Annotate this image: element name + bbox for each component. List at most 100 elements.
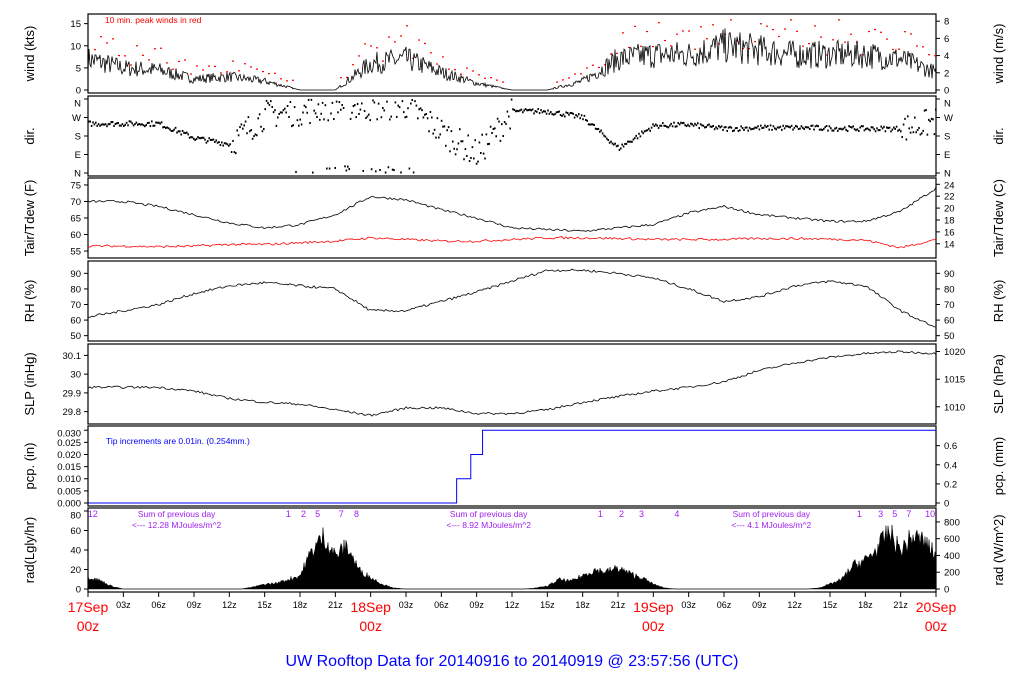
direction-point	[417, 117, 419, 120]
direction-point	[260, 125, 262, 128]
peak-marker	[280, 78, 282, 80]
direction-point	[761, 127, 763, 130]
direction-point	[783, 127, 786, 130]
direction-point	[748, 126, 751, 129]
y-tick-label: 15	[70, 19, 81, 30]
y-tick-label: W	[72, 113, 81, 124]
direction-point	[891, 128, 894, 131]
direction-point	[900, 130, 902, 133]
peak-marker	[556, 81, 558, 83]
peak-marker	[814, 25, 816, 27]
direction-point	[306, 111, 308, 114]
direction-point	[713, 128, 716, 131]
direction-point	[880, 125, 882, 128]
direction-point	[550, 111, 552, 114]
direction-point	[680, 121, 682, 124]
direction-point	[916, 128, 919, 131]
direction-point	[90, 124, 93, 127]
peak-marker	[226, 71, 228, 73]
direction-point	[176, 131, 178, 134]
direction-point	[425, 113, 427, 116]
direction-point	[202, 136, 205, 139]
direction-point	[215, 139, 217, 142]
direction-point	[545, 112, 548, 115]
direction-point	[929, 120, 931, 123]
y-tick-label-right: 24	[944, 181, 955, 192]
direction-point	[365, 117, 367, 120]
y-tick-label-right: 600	[944, 534, 960, 545]
direction-point	[592, 123, 594, 126]
direction-point	[324, 104, 327, 107]
direction-point	[328, 167, 331, 170]
direction-point	[457, 142, 460, 145]
peak-marker	[442, 56, 444, 58]
y-tick-label-right: N	[944, 169, 951, 180]
direction-point	[608, 141, 611, 144]
direction-point	[740, 125, 742, 128]
direction-point	[433, 128, 436, 131]
peak-marker	[574, 73, 576, 75]
direction-point	[646, 129, 649, 132]
peak-marker	[490, 77, 492, 79]
direction-point	[926, 133, 929, 136]
y-tick-label: 30.1	[63, 351, 82, 362]
direction-point	[803, 128, 805, 131]
direction-point	[209, 138, 212, 141]
direction-point	[158, 121, 160, 124]
direction-point	[890, 130, 892, 133]
hour-mark: 8	[354, 509, 359, 519]
direction-point	[645, 129, 647, 132]
peak-marker	[874, 28, 876, 31]
direction-point	[424, 113, 426, 116]
direction-point	[844, 126, 846, 129]
direction-point	[765, 126, 768, 129]
direction-point	[807, 126, 810, 129]
direction-point	[649, 129, 651, 132]
y-tick-label: 60	[70, 316, 81, 327]
direction-point	[877, 129, 880, 132]
direction-point	[716, 127, 719, 130]
panel-pcp: pcp. (in) pcp. (mm)0.0000.0050.0100.0150.…	[22, 425, 1006, 510]
direction-point	[502, 135, 504, 138]
y-tick-label-right: 1015	[944, 375, 965, 386]
direction-point	[293, 106, 296, 109]
direction-point	[145, 124, 147, 127]
hour-mark: 7	[339, 509, 344, 519]
y-axis-label-right: RH (%)	[991, 280, 1006, 323]
direction-point	[477, 160, 479, 163]
peak-marker	[460, 73, 462, 75]
direction-point	[228, 144, 230, 147]
peak-marker	[496, 79, 498, 81]
direction-point	[436, 117, 439, 120]
direction-point	[341, 104, 343, 107]
direction-point	[863, 129, 866, 132]
direction-point	[694, 122, 696, 125]
direction-point	[585, 118, 587, 121]
direction-point	[912, 131, 915, 134]
direction-point	[363, 110, 366, 113]
direction-point	[800, 125, 803, 128]
y-tick-label: 0.025	[57, 438, 81, 449]
peak-marker	[562, 79, 564, 81]
direction-point	[180, 133, 182, 136]
y-axis-label: RH (%)	[22, 280, 37, 323]
direction-point	[541, 111, 544, 114]
direction-point	[673, 121, 675, 124]
direction-point	[256, 134, 258, 137]
direction-point	[886, 126, 888, 129]
direction-point	[779, 125, 782, 128]
direction-point	[338, 101, 341, 104]
direction-point	[440, 119, 443, 122]
direction-point	[453, 147, 455, 150]
direction-point	[198, 137, 201, 140]
hour-mark: 1	[598, 509, 603, 519]
peak-marker	[790, 19, 792, 21]
y-tick-label-right: 14	[944, 239, 955, 250]
direction-point	[600, 129, 602, 132]
peak-marker	[448, 68, 450, 70]
hour-mark: 4	[674, 509, 679, 519]
direction-point	[265, 99, 268, 102]
y-tick-label: 0.015	[57, 462, 81, 473]
peak-marker	[772, 28, 774, 31]
